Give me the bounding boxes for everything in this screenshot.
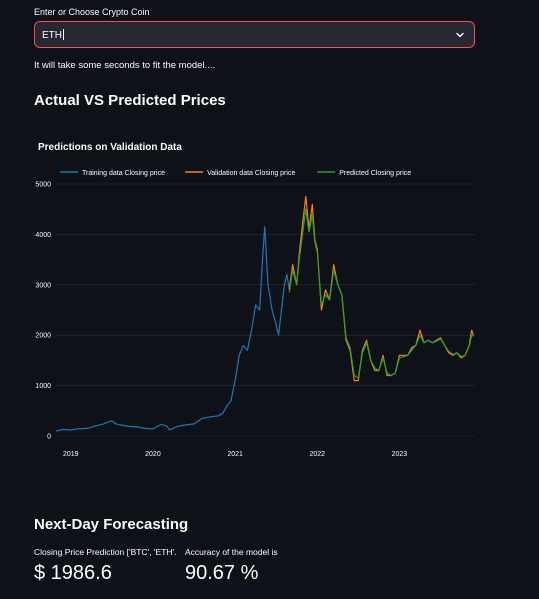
y-tick-label: 4000 (35, 232, 51, 239)
legend-label: Validation data Closing price (207, 170, 295, 177)
x-tick-label: 2019 (63, 451, 79, 458)
y-tick-label: 5000 (35, 182, 51, 189)
prediction-metric-label: Closing Price Prediction ['BTC', 'ETH'..… (34, 547, 176, 557)
coin-select-value[interactable]: ETH (42, 29, 64, 41)
coin-select[interactable]: ETH (34, 21, 475, 48)
accuracy-metric-label: Accuracy of the model is (185, 547, 278, 557)
x-tick-label: 2020 (145, 451, 161, 458)
x-tick-label: 2021 (227, 451, 243, 458)
series-line (288, 208, 474, 379)
chart-title: Predictions on Validation Data (38, 142, 182, 153)
y-tick-label: 3000 (35, 282, 51, 289)
coin-input-label: Enter or Choose Crypto Coin (34, 7, 150, 17)
series-line (288, 196, 474, 382)
section-title-actual-vs-predicted: Actual VS Predicted Prices (34, 92, 226, 109)
prediction-chart: Predictions on Validation Data Training d… (35, 142, 475, 458)
status-text: It will take some seconds to fit the mod… (34, 60, 216, 71)
y-tick-label: 1000 (35, 383, 51, 390)
x-tick-label: 2023 (392, 451, 408, 458)
y-tick-label: 2000 (35, 333, 51, 340)
y-tick-label: 0 (47, 434, 51, 441)
text-caret (63, 29, 64, 40)
legend-label: Predicted Closing price (339, 170, 411, 177)
x-tick-label: 2022 (309, 451, 325, 458)
chevron-down-icon[interactable] (455, 30, 465, 40)
series-line (55, 226, 290, 432)
legend-label: Training data Closing price (82, 170, 165, 177)
accuracy-metric-value: 90.67 % (185, 562, 259, 584)
prediction-metric-value: $ 1986.6 (34, 562, 112, 584)
section-title-forecasting: Next-Day Forecasting (34, 516, 189, 533)
